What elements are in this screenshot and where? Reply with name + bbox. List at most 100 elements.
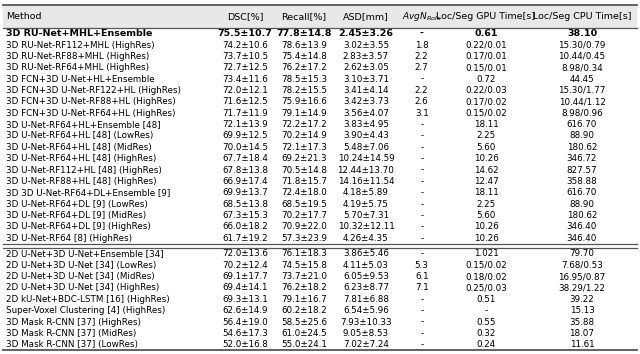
Text: 74.5±15.8: 74.5±15.8 [281,261,327,270]
Text: 7.02±7.24: 7.02±7.24 [343,340,389,349]
Text: 0.72: 0.72 [476,75,496,84]
Text: -: - [420,154,423,163]
Text: 4.26±4.35: 4.26±4.35 [343,234,389,243]
Text: 69.3±13.1: 69.3±13.1 [222,295,268,304]
Text: 3D Mask R-CNN [37] (MidRes): 3D Mask R-CNN [37] (MidRes) [6,329,136,338]
Text: 8.98/0.96: 8.98/0.96 [561,109,603,118]
Text: 3D U-Net-RF64+HL [48] (LowRes): 3D U-Net-RF64+HL [48] (LowRes) [6,131,153,141]
Text: 3D U-Net-RF64+DL [9] (HighRes): 3D U-Net-RF64+DL [9] (HighRes) [6,222,150,232]
Text: -: - [420,166,423,175]
Text: 6.54±5.96: 6.54±5.96 [343,306,389,315]
Text: 3.02±3.55: 3.02±3.55 [343,40,389,50]
Text: 7.93±10.33: 7.93±10.33 [340,318,392,326]
Text: 72.1±13.9: 72.1±13.9 [222,120,268,129]
Text: 69.9±13.7: 69.9±13.7 [222,188,268,197]
Text: 52.0±16.8: 52.0±16.8 [222,340,268,349]
Text: 67.8±13.8: 67.8±13.8 [222,166,268,175]
Text: 7.68/0.53: 7.68/0.53 [561,261,603,270]
Text: -: - [420,318,423,326]
Text: 827.57: 827.57 [566,166,597,175]
Text: 75.5±10.7: 75.5±10.7 [218,29,273,38]
Text: 39.22: 39.22 [570,295,595,304]
Text: DSC[%]: DSC[%] [227,12,263,21]
Text: 72.7±12.5: 72.7±12.5 [222,63,268,72]
Text: 60.2±18.2: 60.2±18.2 [281,306,326,315]
Text: 3.56±4.07: 3.56±4.07 [343,109,389,118]
Text: 79.70: 79.70 [570,249,595,258]
Text: 3D U-Net-RF88+HL [48] (HighRes): 3D U-Net-RF88+HL [48] (HighRes) [6,177,156,186]
Text: 3D RU-Net-RF64+MHL (HighRes): 3D RU-Net-RF64+MHL (HighRes) [6,63,149,72]
Text: 6.23±8.77: 6.23±8.77 [343,284,389,292]
Text: -: - [420,211,423,220]
Text: 15.30/1.77: 15.30/1.77 [558,86,605,95]
Text: 35.88: 35.88 [570,318,595,326]
Text: 2.6: 2.6 [415,97,429,106]
Text: 3D U-Net-RF112+HL [48] (HighRes): 3D U-Net-RF112+HL [48] (HighRes) [6,166,162,175]
Text: 346.40: 346.40 [567,234,597,243]
Text: 5.70±7.31: 5.70±7.31 [343,211,389,220]
Text: 0.55: 0.55 [476,318,496,326]
Text: 0.17/0.02: 0.17/0.02 [465,97,507,106]
Text: -: - [420,329,423,338]
Text: 2D U-Net+3D U-Net+Ensemble [34]: 2D U-Net+3D U-Net+Ensemble [34] [6,249,163,258]
Text: 12.47: 12.47 [474,177,499,186]
Text: 3D U-Net-RF64+HL [48] (MidRes): 3D U-Net-RF64+HL [48] (MidRes) [6,143,152,152]
Text: 10.44/1.12: 10.44/1.12 [559,97,605,106]
Text: 3D U-Net-RF64+HL [48] (HighRes): 3D U-Net-RF64+HL [48] (HighRes) [6,154,156,163]
Text: 18.11: 18.11 [474,120,499,129]
Text: 70.2±14.9: 70.2±14.9 [281,131,326,141]
Text: 616.70: 616.70 [567,188,597,197]
Text: 3D 3D U-Net-RF64+DL+Ensemble [9]: 3D 3D U-Net-RF64+DL+Ensemble [9] [6,188,170,197]
Text: 56.4±19.0: 56.4±19.0 [222,318,268,326]
Text: 3D FCN+3D U-Net-RF64+HL (HighRes): 3D FCN+3D U-Net-RF64+HL (HighRes) [6,109,175,118]
Text: 74.2±10.6: 74.2±10.6 [222,40,268,50]
Text: -: - [420,295,423,304]
Text: 12.44±13.70: 12.44±13.70 [337,166,394,175]
Text: 3.86±5.46: 3.86±5.46 [343,249,389,258]
Text: 77.8±14.8: 77.8±14.8 [276,29,332,38]
Text: -: - [420,120,423,129]
Text: 2.2: 2.2 [415,52,429,61]
Text: -: - [420,306,423,315]
Text: 2.83±3.57: 2.83±3.57 [343,52,389,61]
Text: 180.62: 180.62 [567,211,597,220]
Text: 38.10: 38.10 [567,29,597,38]
Text: 14.16±11.54: 14.16±11.54 [338,177,394,186]
Text: Loc/Seg CPU Time[s]: Loc/Seg CPU Time[s] [532,12,631,21]
Text: ASD[mm]: ASD[mm] [343,12,389,21]
Text: -: - [420,340,423,349]
Text: 10.26: 10.26 [474,222,499,232]
Text: -: - [420,188,423,197]
Text: 10.24±14.59: 10.24±14.59 [337,154,394,163]
Text: 0.24: 0.24 [476,340,495,349]
Text: 180.62: 180.62 [567,143,597,152]
Text: 88.90: 88.90 [570,131,595,141]
Text: 66.9±17.4: 66.9±17.4 [222,177,268,186]
Text: -: - [484,306,488,315]
Text: 1.8: 1.8 [415,40,429,50]
Text: 72.2±17.2: 72.2±17.2 [281,120,326,129]
Text: 0.17/0.01: 0.17/0.01 [465,52,507,61]
Text: Super-Voxel Clustering [4] (HighRes): Super-Voxel Clustering [4] (HighRes) [6,306,165,315]
Text: 2D U-Net+3D U-Net [34] (HighRes): 2D U-Net+3D U-Net [34] (HighRes) [6,284,159,292]
Text: Method: Method [6,12,41,21]
Text: 4.19±5.75: 4.19±5.75 [343,200,389,209]
Text: -: - [420,177,423,186]
Text: 75.4±14.8: 75.4±14.8 [281,52,327,61]
Text: 67.7±18.4: 67.7±18.4 [222,154,268,163]
Text: 3.90±4.43: 3.90±4.43 [343,131,389,141]
Text: 2.45±3.26: 2.45±3.26 [339,29,394,38]
Text: 10.44/0.45: 10.44/0.45 [559,52,605,61]
Text: 88.90: 88.90 [570,200,595,209]
Text: 3D RU-Net-RF88+MHL (HighRes): 3D RU-Net-RF88+MHL (HighRes) [6,52,149,61]
Text: 7.1: 7.1 [415,284,429,292]
Text: 72.4±18.0: 72.4±18.0 [281,188,327,197]
Text: Loc/Seg GPU Time[s]: Loc/Seg GPU Time[s] [436,12,536,21]
Text: 73.4±11.6: 73.4±11.6 [222,75,268,84]
Text: 72.1±17.3: 72.1±17.3 [281,143,327,152]
Text: 78.6±13.9: 78.6±13.9 [281,40,327,50]
Text: 70.9±22.0: 70.9±22.0 [281,222,327,232]
Text: 5.60: 5.60 [476,143,496,152]
Text: 3.1: 3.1 [415,109,429,118]
Text: 4.11±5.03: 4.11±5.03 [343,261,389,270]
